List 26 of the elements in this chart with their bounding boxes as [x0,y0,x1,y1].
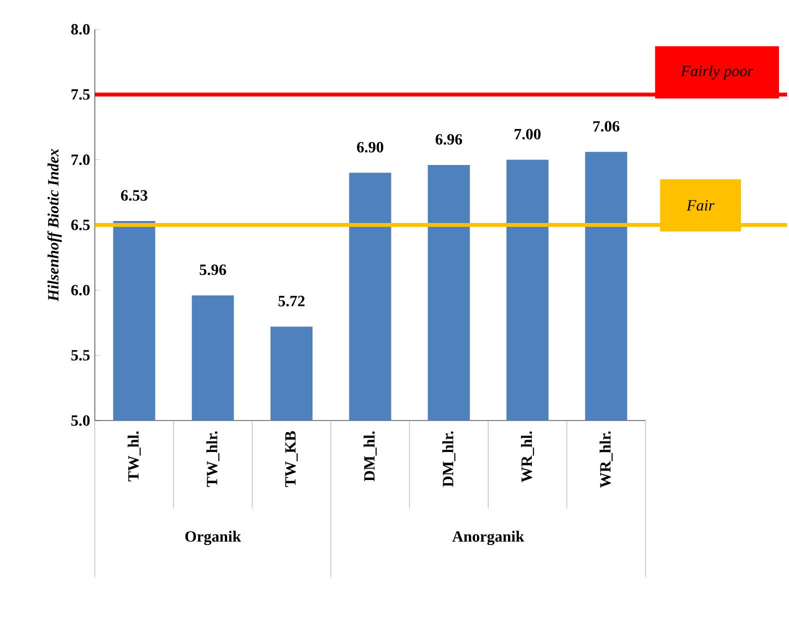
ref-line-label: Fairly poor [680,65,754,80]
x-tick-label: DM_hlr. [442,431,456,487]
x-tick-label: TW_KB [285,431,298,487]
data-label: 5.96 [200,264,226,276]
text: Anorganik [452,530,524,546]
data-label: 5.72 [278,296,305,306]
data-label: 7.00 [514,128,541,140]
y-tick-label: 6.0 [71,284,90,296]
y-axis-title: Hilsenhoff Biotic Index [47,148,62,302]
data-label: 6.53 [121,190,148,201]
x-tick-label: TW_hlr. [206,431,220,487]
y-tick-label: 7.5 [72,89,90,100]
x-tick-label: DM_hl. [364,431,377,482]
y-tick-label: 7.0 [72,154,90,166]
y-tick-label: 5.5 [71,350,90,361]
data-label: 7.06 [593,121,620,132]
data-label: 6.96 [436,134,462,145]
x-tick-label: WR_hlr. [600,431,613,488]
text: Organik [185,530,242,546]
y-tick-label: 5.0 [71,415,90,426]
x-tick-label: WR_hl. [520,431,534,482]
y-tick-label: 8.0 [71,24,90,35]
data-label: 6.90 [357,142,384,153]
y-tick-label: 6.5 [71,220,90,230]
x-tick-label: TW_hl. [128,431,141,482]
ref-line-label: Fair [686,200,714,211]
